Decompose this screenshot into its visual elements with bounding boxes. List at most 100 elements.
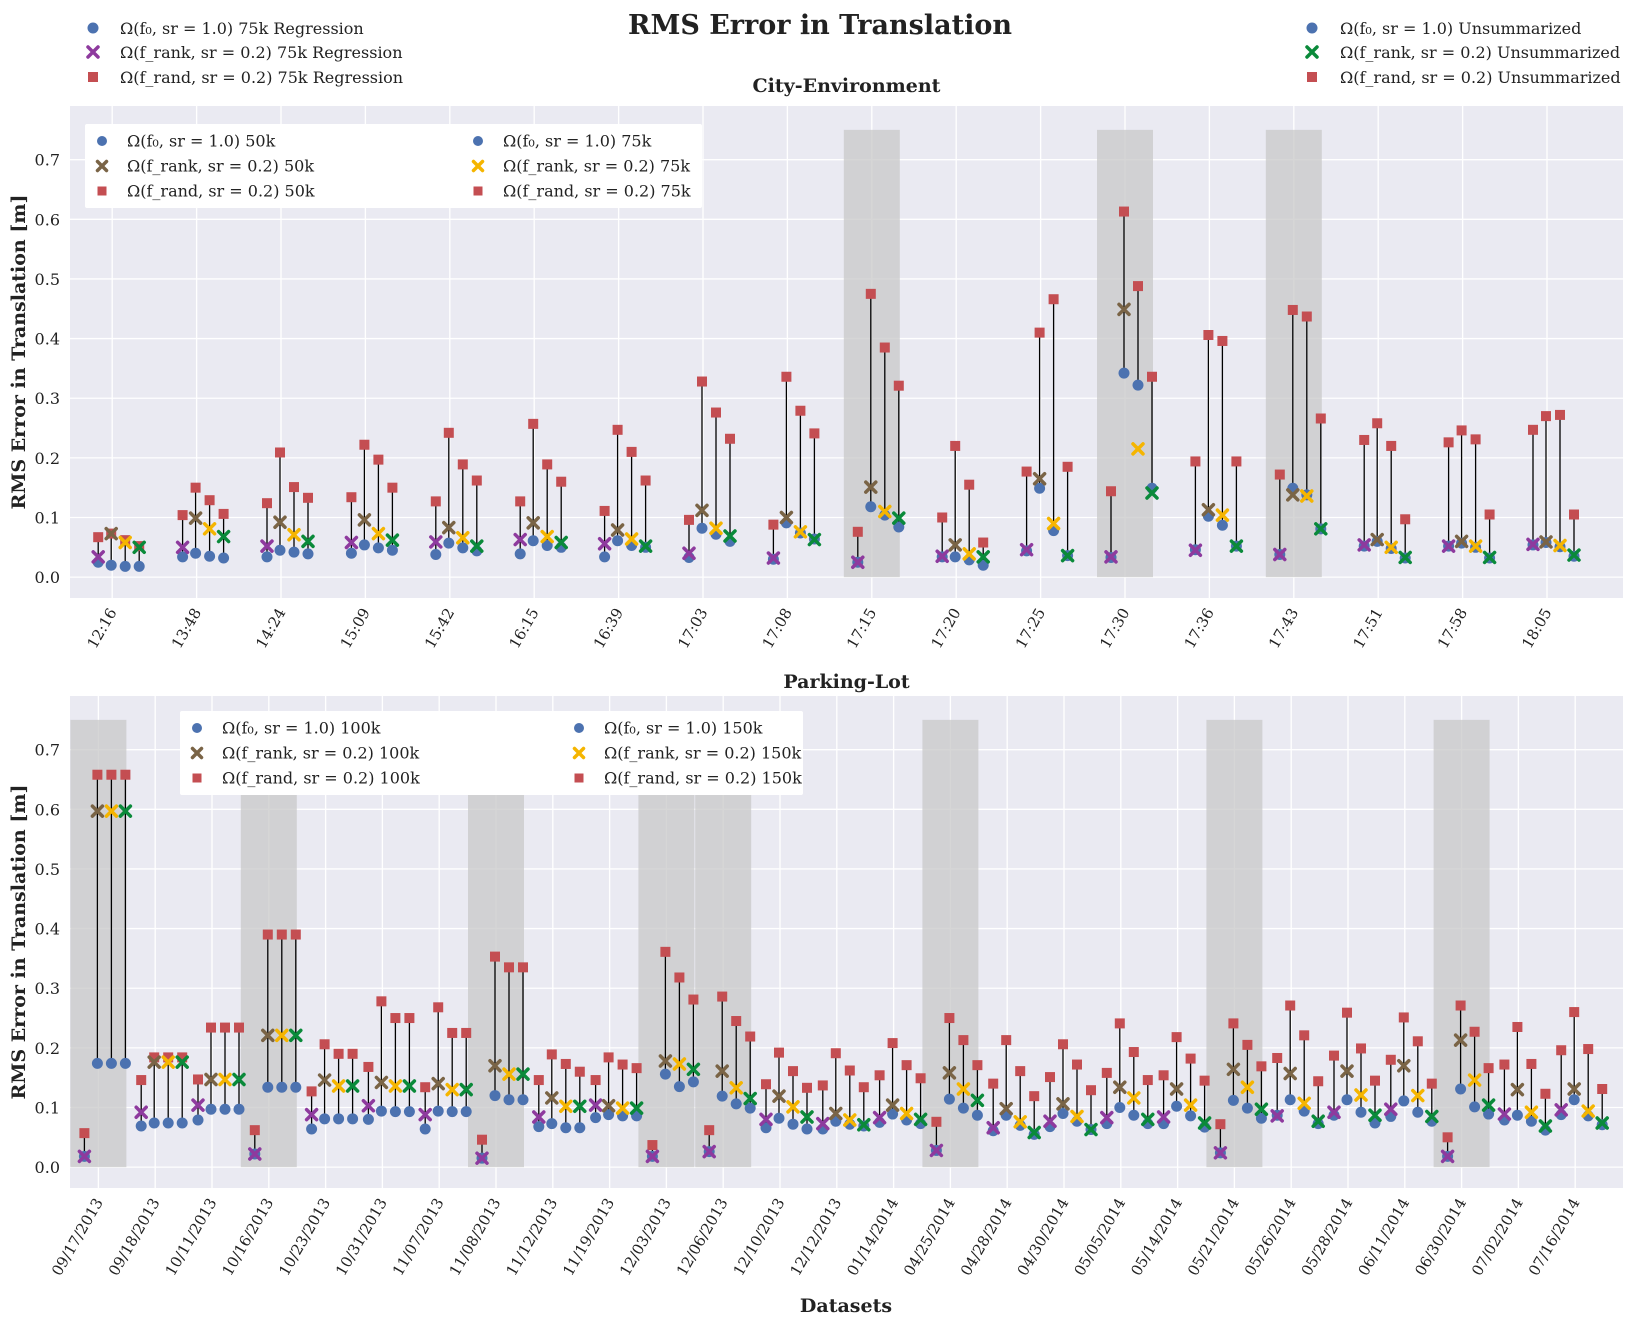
- frand-point: [136, 1075, 147, 1086]
- frank-point: [1370, 532, 1384, 547]
- frank-point: [1538, 1119, 1553, 1133]
- frank-point: [1197, 1116, 1212, 1130]
- legend-marker: [95, 159, 109, 173]
- frank-point: [1141, 1112, 1155, 1127]
- frand-point: [1185, 1053, 1196, 1064]
- x-tick-label: 15:42: [421, 605, 458, 651]
- x-tick-label: 10/31/2013: [332, 1195, 391, 1279]
- frank-point: [1481, 1098, 1496, 1112]
- frand-point: [1203, 330, 1214, 341]
- x-tick-label: 10/11/2013: [162, 1195, 221, 1279]
- y-tick-label: 0.6: [35, 800, 60, 819]
- frank-point: [1300, 489, 1314, 503]
- frank-point: [1156, 1110, 1171, 1124]
- legend-marker: [192, 773, 202, 783]
- frank-point: [1453, 1033, 1468, 1047]
- frank-point: [1384, 1102, 1398, 1117]
- y-tick-label: 0.2: [35, 1039, 60, 1058]
- f0-point: [176, 1117, 188, 1129]
- frank-point: [624, 532, 639, 546]
- frand-point: [1114, 1018, 1125, 1029]
- x-axis-label: Datasets: [800, 1295, 892, 1317]
- frank-point: [1226, 1062, 1241, 1077]
- frank-point: [357, 513, 372, 527]
- y-tick-label: 0.7: [35, 151, 60, 170]
- x-tick-label: 04/30/2014: [1014, 1195, 1073, 1279]
- frand-point: [1329, 1050, 1339, 1061]
- frank-point: [772, 1089, 786, 1103]
- frand-point: [858, 1082, 869, 1093]
- f0-point: [261, 551, 273, 563]
- y-tick-label: 0.1: [35, 508, 60, 527]
- frank-point: [723, 529, 737, 543]
- frand-point: [1455, 1000, 1466, 1011]
- frank-point: [1027, 1125, 1041, 1140]
- frand-point: [1228, 1018, 1239, 1029]
- frank-point: [1482, 550, 1497, 565]
- frand-point: [1443, 437, 1454, 448]
- legend-marker: [190, 746, 204, 760]
- frand-point: [1034, 327, 1045, 338]
- frank-point: [1127, 1091, 1141, 1105]
- frank-point: [1297, 1096, 1311, 1111]
- x-tick-label: 16:15: [505, 605, 542, 651]
- frand-point: [1442, 1132, 1453, 1143]
- frank-point: [1100, 1110, 1114, 1125]
- f0-point: [302, 548, 314, 560]
- frank-point: [709, 521, 723, 535]
- f0-point: [865, 501, 877, 513]
- frank-point: [807, 532, 822, 547]
- f0-point: [533, 1121, 545, 1133]
- legend-marker-f0-regression: [87, 22, 99, 34]
- legend-item-frank-unsummarized: Ω(f_rank, sr = 0.2) Unsummarized: [1305, 43, 1620, 62]
- frand-point: [347, 1048, 358, 1059]
- frand-point: [1470, 434, 1481, 445]
- frand-point: [289, 482, 299, 493]
- legend-label: Ω(f₀, sr = 1.0) 100k: [222, 719, 381, 738]
- frank-point: [442, 520, 456, 535]
- frand-point: [1342, 1007, 1352, 1018]
- frank-point: [948, 538, 962, 552]
- frand-point: [617, 1059, 628, 1070]
- frank-point: [864, 480, 878, 494]
- x-tick-label: 05/14/2014: [1127, 1195, 1186, 1279]
- frank-point: [1270, 1109, 1284, 1123]
- frank-point: [1013, 1115, 1027, 1129]
- frand-point: [631, 1063, 642, 1074]
- x-tick-label: 11/19/2013: [559, 1195, 618, 1279]
- frand-point: [972, 1060, 983, 1071]
- frand-point: [647, 1140, 658, 1151]
- frank-point: [287, 528, 301, 542]
- frank-point: [431, 1076, 445, 1091]
- f0-point: [1525, 1115, 1537, 1127]
- frank-point: [218, 1072, 232, 1087]
- frank-point: [573, 1099, 587, 1114]
- x-tick-label: 05/28/2014: [1298, 1195, 1357, 1279]
- x-tick-label: 17:51: [1349, 605, 1386, 651]
- frand-point: [688, 994, 699, 1005]
- legend-marker-frand-regression: [88, 72, 98, 82]
- frand-point: [533, 1075, 544, 1086]
- f0-point: [262, 1081, 274, 1093]
- frand-point: [542, 459, 553, 470]
- frand-point: [1119, 206, 1129, 217]
- legend-label-f0-regression: Ω(f₀, sr = 1.0) 75k Regression: [120, 19, 364, 38]
- legend-marker: [473, 136, 483, 146]
- shaded-region: [1097, 129, 1153, 578]
- legend-marker: [574, 723, 584, 733]
- f0-point: [574, 1122, 586, 1134]
- x-tick-label: 17:43: [1265, 605, 1302, 651]
- frand-point: [1001, 1035, 1012, 1046]
- frank-point: [1283, 1066, 1297, 1081]
- f0-point: [1284, 1094, 1296, 1106]
- legend-item-f0-regression: Ω(f₀, sr = 1.0) 75k Regression: [87, 19, 364, 38]
- frank-point: [1567, 548, 1581, 562]
- frank-point: [1340, 1064, 1354, 1078]
- frank-point: [597, 536, 612, 551]
- f0-point: [1118, 367, 1130, 379]
- x-tick-label: 06/11/2014: [1354, 1195, 1413, 1279]
- f0-point: [457, 542, 469, 554]
- frank-point: [1070, 1109, 1084, 1124]
- frank-point: [317, 1073, 332, 1087]
